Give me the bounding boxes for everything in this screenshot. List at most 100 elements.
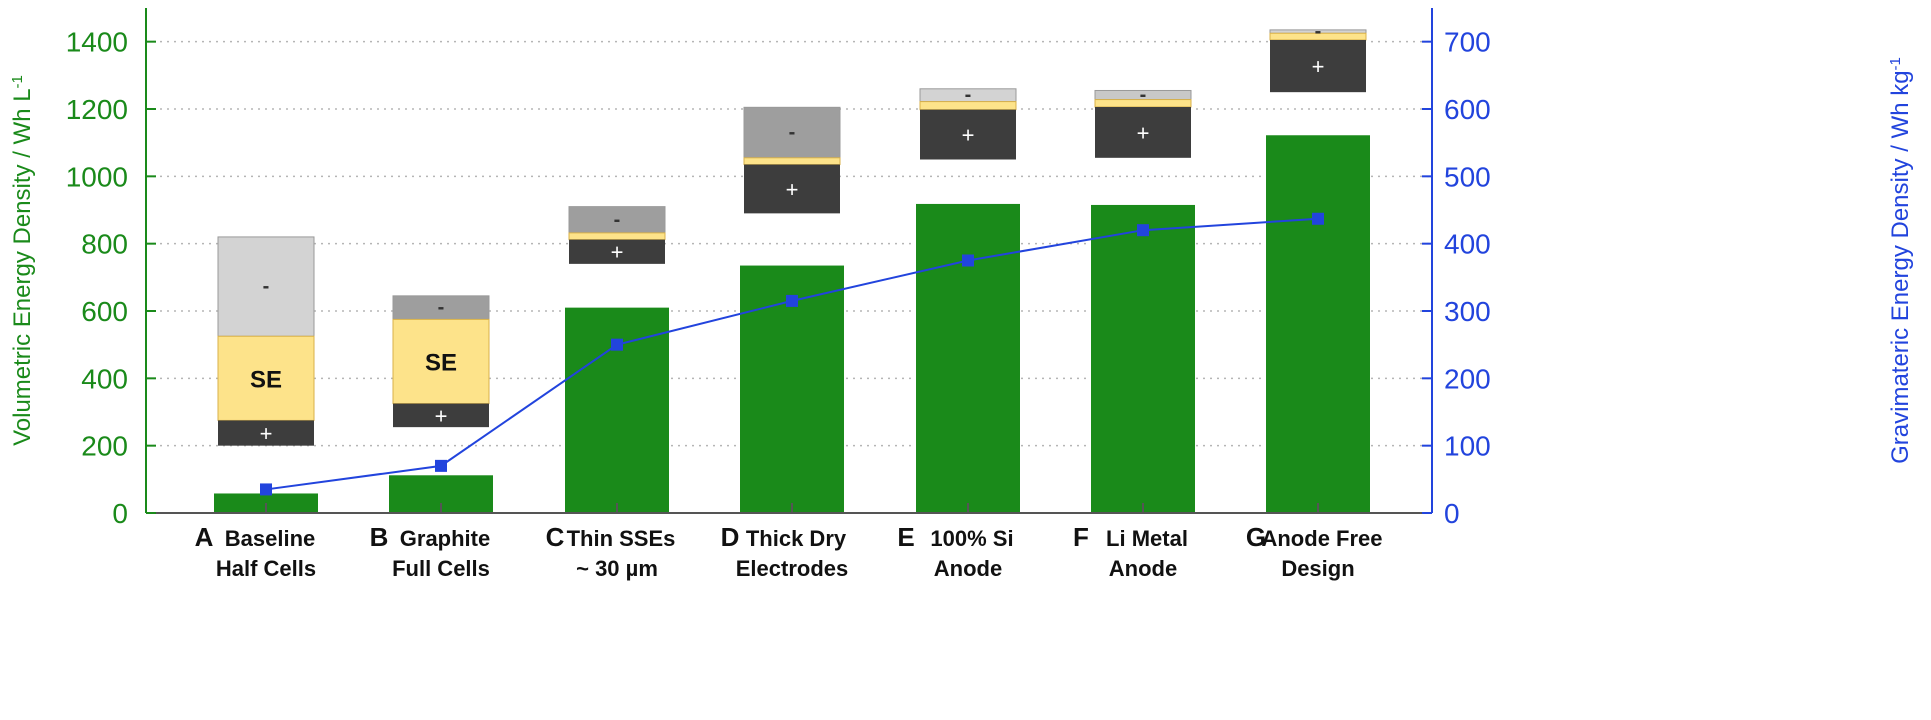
cell-stack-c: -+: [568, 206, 666, 265]
category-line-1: Anode Free: [1261, 526, 1382, 551]
left-tick-label: 1200: [66, 94, 128, 125]
grid-lines: [146, 40, 1432, 447]
cell-stack-f: -+: [1094, 84, 1192, 158]
category-letter: B: [370, 522, 389, 552]
bar-f: [1091, 204, 1195, 513]
cathode-plus-label: +: [1137, 120, 1150, 145]
anode-minus-label: -: [1315, 21, 1322, 43]
category-label-c: C Thin SSEs ~ 30 µm: [546, 522, 676, 581]
category-line-2: Full Cells: [392, 556, 490, 581]
anode-minus-label: -: [789, 122, 796, 144]
anode-layer: [743, 106, 841, 159]
anode-minus-label: -: [438, 297, 445, 319]
left-tick-label: 600: [81, 296, 128, 327]
category-line-1: Li Metal: [1106, 526, 1188, 551]
electrolyte-layer: [568, 232, 666, 241]
cathode-layer: [744, 164, 840, 214]
cathode-plus-label: +: [260, 421, 273, 446]
category-letter: G: [1246, 522, 1266, 552]
category-line-2: Anode: [1109, 556, 1177, 581]
labels: 0 200 400 600 800 1000 1200 1400 0 100 200 300 400 50…: [9, 27, 1915, 581]
left-tick-label: 1400: [66, 27, 128, 58]
bar-g: [1266, 135, 1370, 513]
right-tick-label: 100: [1444, 431, 1491, 462]
category-label-e: E 100% Si Anode: [897, 522, 1013, 581]
category-line-2: Half Cells: [216, 556, 316, 581]
category-line-1: Graphite: [400, 526, 490, 551]
cathode-layer: [569, 239, 665, 264]
line-point-b: [435, 459, 447, 472]
cathode-plus-label: +: [1312, 54, 1325, 79]
category-line-2: ~ 30 µm: [576, 556, 658, 581]
category-line-1: Baseline: [225, 526, 316, 551]
cell-stack-d: -+: [743, 106, 841, 214]
anode-minus-label: -: [965, 84, 972, 106]
category-label-d: D Thick Dry Electrodes: [721, 522, 849, 581]
right-tick-label: 400: [1444, 229, 1491, 260]
right-tick-label: 300: [1444, 296, 1491, 327]
line-point-c: [611, 338, 623, 351]
electrolyte-layer: [392, 318, 490, 405]
se-label: SE: [250, 366, 282, 393]
line-point-f: [1137, 224, 1149, 237]
category-line-2: Design: [1281, 556, 1354, 581]
cell-stack-a: - + SE: [217, 236, 315, 446]
cell-stack-insets: -+SE-+SE-+-+-+-+-+: [217, 21, 1367, 446]
left-tick-label: 400: [81, 363, 128, 394]
anode-minus-label: -: [1140, 84, 1147, 106]
right-tick-label: 700: [1444, 27, 1491, 58]
cathode-layer: [920, 109, 1016, 160]
category-line-2: Anode: [934, 556, 1002, 581]
gravimetric-line-series: [260, 212, 1324, 496]
line-point-g: [1312, 212, 1324, 225]
category-line-1: 100% Si: [930, 526, 1013, 551]
right-tick-label: 600: [1444, 94, 1491, 125]
category-letter: F: [1073, 522, 1089, 552]
category-label-f: F Li Metal Anode: [1073, 522, 1188, 581]
category-line-1: Thin SSEs: [567, 526, 676, 551]
cathode-layer: [393, 403, 489, 428]
category-letter: C: [546, 522, 565, 552]
cell-stack-g: -+: [1269, 21, 1367, 93]
cell-stack-e: -+: [919, 84, 1017, 160]
cell-stack-b: - + SE: [392, 295, 490, 428]
left-axis-title-exponent: -1: [9, 75, 26, 88]
anode-minus-label: -: [614, 209, 621, 231]
left-axis-title: Volumetric Energy Density / Wh L-1: [9, 75, 37, 446]
cathode-layer: [218, 420, 314, 446]
right-tick-label: 0: [1444, 498, 1460, 529]
anode-layer: [568, 206, 666, 234]
right-tick-label: 500: [1444, 161, 1491, 192]
electrolyte-layer: [743, 157, 841, 166]
right-tick-label: 200: [1444, 363, 1491, 394]
category-letter: D: [721, 522, 740, 552]
left-tick-label: 0: [112, 498, 128, 529]
category-label-b: B Graphite Full Cells: [370, 522, 491, 581]
line-point-d: [786, 294, 798, 307]
cathode-plus-label: +: [962, 123, 975, 148]
line-point-a: [260, 483, 272, 496]
cathode-plus-label: +: [611, 240, 624, 265]
axes: [145, 8, 1433, 514]
left-tick-label: 1000: [66, 161, 128, 192]
bar-e: [916, 203, 1020, 513]
line-point-e: [962, 254, 974, 267]
cathode-layer: [1270, 39, 1366, 93]
se-label: SE: [425, 350, 457, 377]
left-tick-label: 200: [81, 431, 128, 462]
left-tick-label: 800: [81, 229, 128, 260]
cathode-plus-label: +: [786, 177, 799, 202]
category-line-1: Thick Dry: [746, 526, 847, 551]
cathode-plus-label: +: [435, 403, 448, 428]
category-line-2: Electrodes: [736, 556, 849, 581]
category-letter: E: [897, 522, 914, 552]
anode-minus-label: -: [263, 276, 270, 298]
category-letter: A: [195, 522, 214, 552]
cathode-layer: [1095, 106, 1191, 158]
bar-c: [565, 307, 669, 513]
right-axis-title: Gravimateric Energy Density / Wh kg-1: [1887, 57, 1915, 464]
category-label-a: A Baseline Half Cells: [195, 522, 317, 581]
